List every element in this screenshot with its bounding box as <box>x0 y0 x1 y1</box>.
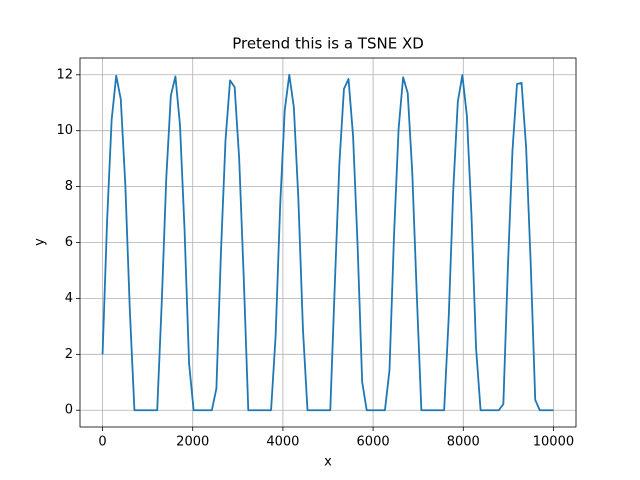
y-tick-label: 10 <box>56 123 73 138</box>
x-tick-label: 10000 <box>533 435 574 450</box>
x-tick-label: 4000 <box>266 435 299 450</box>
x-tick-label: 2000 <box>176 435 209 450</box>
y-tick-label: 4 <box>65 291 73 306</box>
plot-frame <box>79 57 577 428</box>
line <box>101 73 554 412</box>
y-tick-label: 12 <box>56 67 73 82</box>
x-tick-label: 6000 <box>357 435 390 450</box>
chart-title: Pretend this is a TSNE XD <box>232 35 424 53</box>
x-axis-label: x <box>324 455 332 470</box>
x-tick-label: 8000 <box>447 435 480 450</box>
y-tick-label: 0 <box>65 403 73 418</box>
y-tick-label: 6 <box>65 235 73 250</box>
y-axis-label: y <box>33 238 48 246</box>
x-tick-label: 0 <box>98 435 106 450</box>
y-tick-label: 2 <box>65 347 73 362</box>
y-tick-label: 8 <box>65 179 73 194</box>
